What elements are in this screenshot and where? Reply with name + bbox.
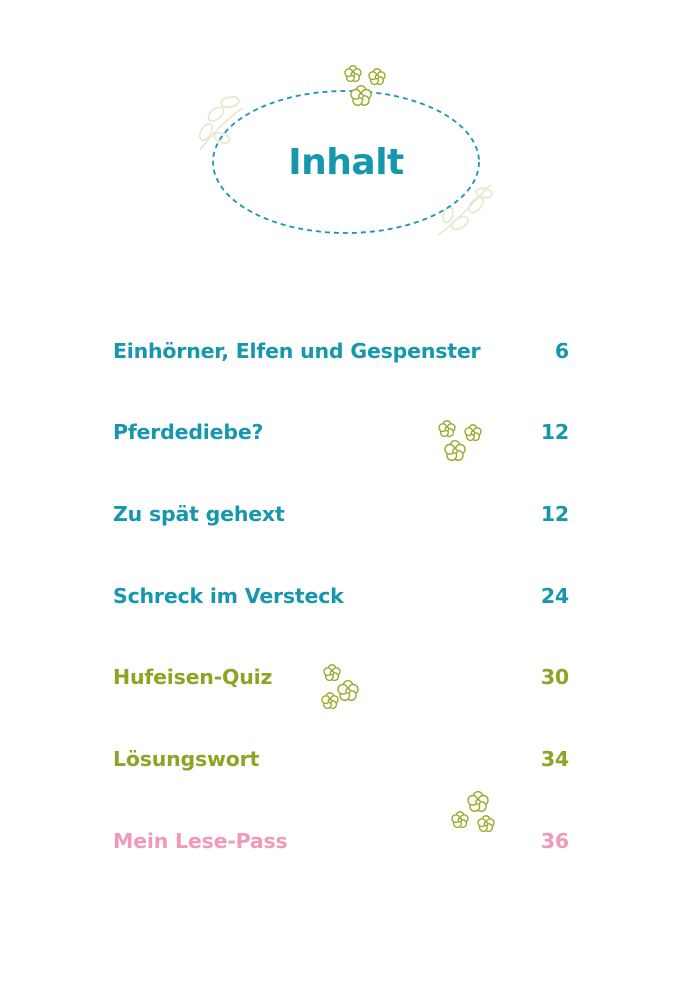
flower-cluster-icon — [321, 664, 359, 710]
leaf-sprig-icon — [437, 184, 493, 236]
flower-icon — [451, 811, 469, 829]
toc-entry[interactable]: Pferdediebe? 12 — [113, 420, 569, 450]
flower-icon — [344, 65, 362, 83]
toc-entry-page: 12 — [540, 420, 569, 444]
flower-icon — [337, 680, 359, 701]
toc-entry[interactable]: Einhörner, Elfen und Gespenster 6 — [113, 339, 569, 369]
toc-entry-page: 34 — [540, 747, 569, 771]
flower-icon — [321, 692, 339, 710]
toc-entry-page: 12 — [540, 502, 569, 526]
toc-entry[interactable]: Lösungswort 34 — [113, 747, 569, 777]
flower-icon — [444, 440, 466, 461]
flower-icon — [350, 85, 372, 106]
toc-entry-title: Einhörner, Elfen und Gespenster — [113, 339, 481, 363]
toc-entry-title: Zu spät gehext — [113, 502, 285, 526]
title-frame: Inhalt — [210, 87, 482, 237]
toc-entry-title: Lösungswort — [113, 747, 260, 771]
flower-cluster-icon — [344, 65, 386, 106]
flower-icon — [467, 790, 489, 812]
toc-entry-page: 24 — [540, 584, 569, 608]
toc-entry-title: Hufeisen-Quiz — [113, 665, 273, 689]
toc-entry-page: 36 — [540, 829, 569, 853]
toc-entry-title: Pferdediebe? — [113, 420, 264, 444]
flower-icon — [477, 815, 495, 833]
toc-entry[interactable]: Zu spät gehext 12 — [113, 502, 569, 532]
page-title: Inhalt — [288, 141, 404, 183]
toc-entry[interactable]: Schreck im Versteck 24 — [113, 584, 569, 614]
flower-icon — [438, 420, 456, 438]
toc-entry[interactable]: Mein Lese-Pass 36 — [113, 829, 569, 859]
toc-entry[interactable]: Hufeisen-Quiz 30 — [113, 665, 569, 695]
flower-cluster-icon — [438, 420, 482, 461]
flower-icon — [464, 424, 482, 442]
flower-icon — [323, 664, 341, 682]
toc-entry-title: Mein Lese-Pass — [113, 829, 288, 853]
toc-entry-page: 30 — [540, 665, 569, 689]
toc-entry-page: 6 — [554, 339, 569, 363]
flower-icon — [368, 68, 386, 86]
flower-cluster-icon — [451, 790, 495, 833]
leaf-sprig-icon — [198, 96, 243, 151]
toc-entry-title: Schreck im Versteck — [113, 584, 344, 608]
